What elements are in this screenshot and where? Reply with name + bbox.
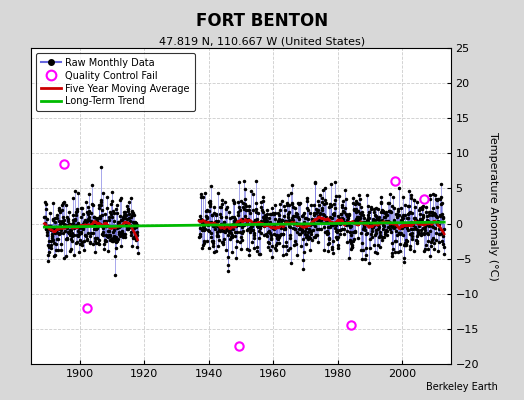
Y-axis label: Temperature Anomaly (°C): Temperature Anomaly (°C) xyxy=(488,132,498,280)
Text: Berkeley Earth: Berkeley Earth xyxy=(426,382,498,392)
Text: 47.819 N, 110.667 W (United States): 47.819 N, 110.667 W (United States) xyxy=(159,36,365,46)
Legend: Raw Monthly Data, Quality Control Fail, Five Year Moving Average, Long-Term Tren: Raw Monthly Data, Quality Control Fail, … xyxy=(36,53,195,111)
Text: FORT BENTON: FORT BENTON xyxy=(196,12,328,30)
